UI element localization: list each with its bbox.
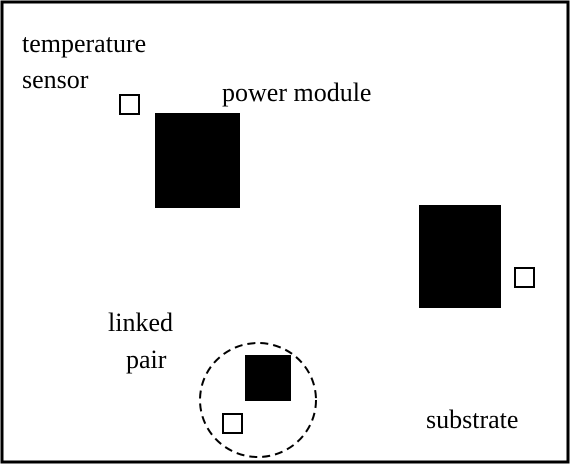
label: power module: [222, 78, 371, 107]
power-module: [155, 113, 240, 208]
power-module: [245, 355, 291, 401]
temperature-sensor: [119, 94, 140, 115]
power-module: [419, 205, 501, 308]
label: sensor: [22, 65, 89, 94]
label: temperature: [22, 29, 146, 58]
label: substrate: [426, 405, 518, 434]
linked-pair-outline: [199, 342, 317, 458]
temperature-sensor: [514, 267, 535, 288]
temperature-sensor: [222, 413, 243, 434]
label: linked: [108, 308, 173, 337]
label: pair: [126, 345, 167, 374]
